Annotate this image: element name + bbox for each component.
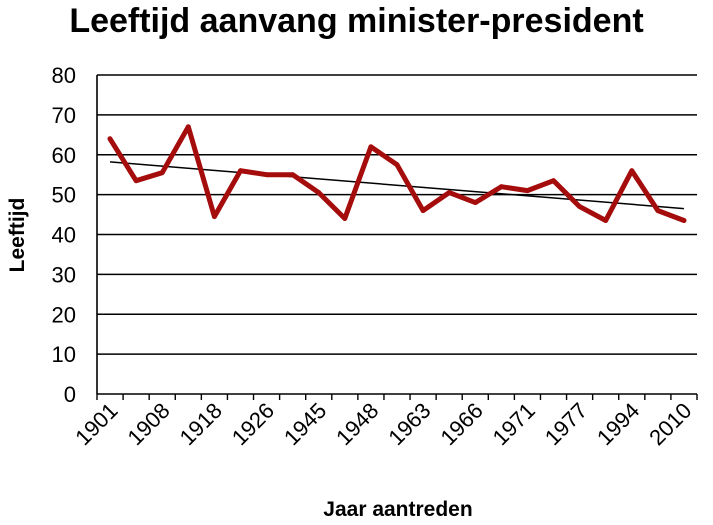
data-point [603,218,609,223]
x-tick-label: 1918 [175,398,227,450]
x-tick-label: 1926 [227,398,279,450]
data-point [551,178,556,184]
data-point [629,168,635,174]
y-tick-label: 10 [52,342,76,367]
x-tick-label: 1901 [70,398,122,450]
data-point [655,208,661,213]
data-point [159,170,165,176]
data-point [264,172,269,178]
data-point [525,188,530,194]
data-point [290,172,296,178]
data-point [446,190,452,196]
y-tick-labels: 0 10 20 30 40 50 60 70 80 [52,63,76,407]
x-tick-label: 2010 [644,398,696,450]
x-axis-label: Jaar aantreden [323,498,472,521]
data-point [133,178,139,184]
y-tick-label: 60 [52,143,76,168]
x-tick-label: 1966 [436,398,488,450]
x-tick-label: 1963 [383,398,435,450]
x-tick-label: 1994 [592,398,644,450]
data-point [472,200,478,206]
y-tick-label: 70 [52,103,76,128]
chart-title: Leeftijd aanvang minister-president [69,2,644,40]
x-tick-label: 1908 [122,398,174,450]
data-point [238,168,243,174]
data-point [577,204,583,209]
y-axis-label: Leeftijd [6,198,29,273]
axes [96,75,698,400]
data-point [368,144,374,150]
data-point [420,208,426,213]
data-point [342,216,348,221]
y-tick-label: 50 [52,183,76,208]
gridlines [97,74,697,355]
data-point [185,124,191,130]
y-tick-label: 0 [64,382,76,407]
trendline-layer [109,161,685,210]
y-tick-label: 20 [52,302,76,327]
x-tick-label: 1948 [331,398,383,450]
series-line [107,124,687,223]
series-layer [107,124,687,223]
y-tick-label: 40 [52,223,76,248]
x-tick-label: 1945 [279,398,331,450]
x-tick-labels: 1901 1908 1918 1926 1945 1948 1963 1966 1971 1977… [70,398,696,450]
data-point [211,214,217,219]
x-tick-label: 1971 [488,398,540,450]
x-tick-label: 1977 [540,398,592,450]
data-point [394,162,400,168]
data-point [498,184,504,190]
data-point [316,190,322,196]
data-point [107,136,113,142]
y-tick-label: 30 [52,262,76,287]
data-point [681,218,687,223]
trendline [109,161,685,210]
y-tick-label: 80 [52,63,76,88]
